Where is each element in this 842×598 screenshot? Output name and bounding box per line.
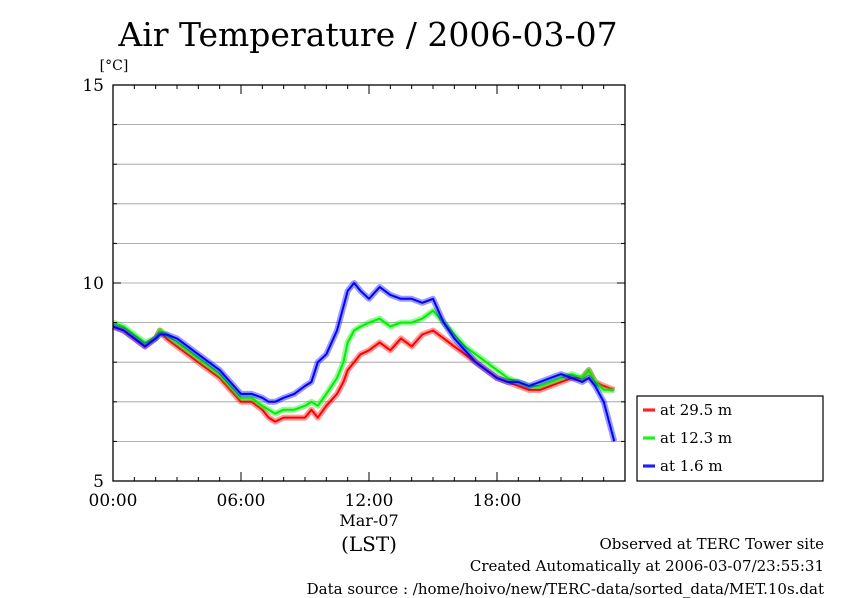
- chart-title: Air Temperature / 2006-03-07: [117, 15, 617, 54]
- grid: [113, 124, 625, 442]
- x-axis-label: (LST): [341, 532, 397, 556]
- series-lines: [111, 280, 618, 443]
- legend-items: at 29.5 m at 12.3 m at 1.6 m: [643, 401, 732, 475]
- x-tick-label: 00:00: [89, 491, 138, 511]
- x-tick-label: 12:00: [345, 491, 394, 511]
- y-tick-label: 5: [93, 472, 104, 492]
- series-band-1: [111, 323, 616, 425]
- series-line-1: [112, 325, 615, 423]
- footer-created: Created Automatically at 2006-03-07/23:5…: [469, 557, 824, 575]
- x-date-label: Mar-07: [339, 511, 398, 530]
- legend-label: at 29.5 m: [660, 401, 732, 419]
- legend-label: at 12.3 m: [660, 429, 732, 447]
- y-axis-label: [°C]: [100, 58, 129, 74]
- footer-site: Observed at TERC Tower site: [599, 535, 824, 553]
- footer-source: Data source : /home/hoivo/new/TERC-data/…: [306, 580, 824, 598]
- y-tick-label: 15: [82, 76, 104, 96]
- legend: [636, 395, 824, 482]
- x-tick-label: 06:00: [217, 491, 266, 511]
- legend-label: at 1.6 m: [660, 457, 723, 475]
- series-line-3: [112, 282, 616, 442]
- axis-ticks: 5 10 15 00:00 06:00 12:00 18:00: [82, 76, 626, 511]
- y-tick-label: 10: [82, 274, 104, 294]
- x-tick-label: 18:00: [473, 491, 522, 511]
